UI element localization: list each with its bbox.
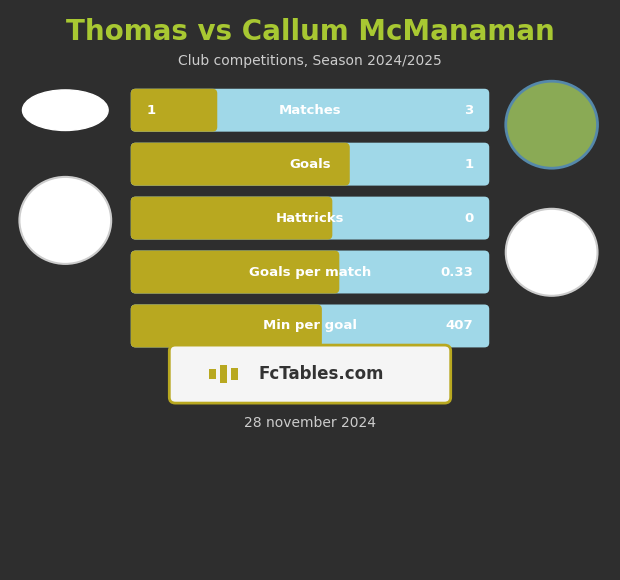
- Text: 28 november 2024: 28 november 2024: [244, 416, 376, 430]
- FancyBboxPatch shape: [131, 143, 350, 186]
- Text: 407: 407: [446, 320, 473, 332]
- FancyBboxPatch shape: [131, 251, 489, 293]
- Circle shape: [506, 209, 598, 296]
- Text: Min per goal: Min per goal: [263, 320, 357, 332]
- Text: Hattricks: Hattricks: [276, 212, 344, 224]
- Text: 1: 1: [147, 104, 156, 117]
- Text: Club competitions, Season 2024/2025: Club competitions, Season 2024/2025: [178, 54, 442, 68]
- Text: 0.33: 0.33: [440, 266, 473, 278]
- Text: FcTables.com: FcTables.com: [258, 365, 384, 383]
- FancyBboxPatch shape: [131, 197, 489, 240]
- FancyBboxPatch shape: [131, 304, 489, 347]
- FancyBboxPatch shape: [131, 197, 332, 240]
- FancyBboxPatch shape: [131, 304, 322, 347]
- Text: 3: 3: [464, 104, 473, 117]
- Text: Goals: Goals: [289, 158, 331, 171]
- Circle shape: [19, 177, 111, 264]
- FancyBboxPatch shape: [220, 365, 228, 383]
- FancyBboxPatch shape: [169, 345, 451, 403]
- Text: 1: 1: [464, 158, 473, 171]
- Text: Matches: Matches: [278, 104, 342, 117]
- Text: 0: 0: [464, 212, 473, 224]
- FancyBboxPatch shape: [131, 89, 217, 132]
- Circle shape: [506, 81, 598, 168]
- Text: Thomas vs Callum McManaman: Thomas vs Callum McManaman: [66, 18, 554, 46]
- FancyBboxPatch shape: [231, 368, 239, 380]
- FancyBboxPatch shape: [131, 251, 339, 293]
- Text: Goals per match: Goals per match: [249, 266, 371, 278]
- Ellipse shape: [22, 90, 108, 130]
- FancyBboxPatch shape: [131, 143, 489, 186]
- FancyBboxPatch shape: [131, 89, 489, 132]
- FancyBboxPatch shape: [209, 369, 216, 379]
